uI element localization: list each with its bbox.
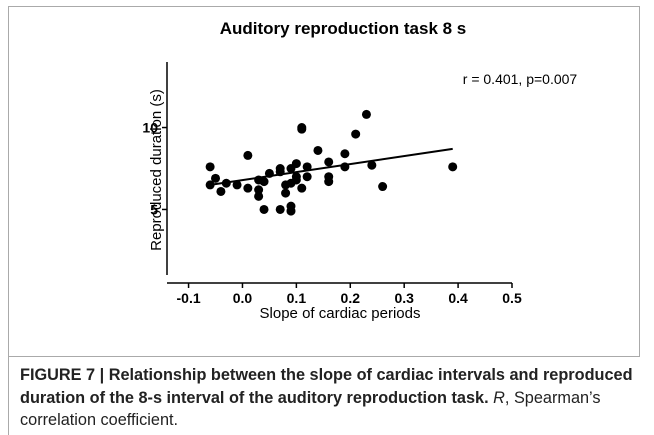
data-point	[291, 175, 301, 185]
data-point	[286, 206, 296, 216]
data-point	[297, 183, 307, 193]
data-point	[275, 167, 285, 177]
data-point	[313, 145, 323, 155]
annotation: r = 0.401, p=0.007	[463, 71, 578, 87]
data-point	[340, 149, 350, 159]
x-tick-label: -0.1	[177, 290, 201, 306]
data-point	[324, 157, 334, 167]
x-tick-label: 0.0	[233, 290, 253, 306]
data-point	[259, 177, 269, 187]
x-axis-label: Slope of cardiac periods	[260, 305, 421, 322]
data-point	[254, 191, 264, 201]
data-point	[378, 182, 388, 192]
y-tick-label: 5	[150, 201, 158, 217]
data-point	[232, 180, 242, 190]
data-point	[221, 178, 231, 188]
trend-line	[209, 147, 453, 186]
x-tick-label: 0.5	[502, 290, 522, 306]
x-tick-label: 0.2	[341, 290, 361, 306]
data-point	[291, 159, 301, 169]
y-axis-label: Reproduced duration (s)	[148, 89, 165, 251]
data-point	[302, 162, 312, 172]
data-point	[243, 183, 253, 193]
data-point	[264, 168, 274, 178]
x-tick-label: 0.3	[394, 290, 414, 306]
data-point	[243, 150, 253, 160]
data-point	[259, 204, 269, 214]
data-point	[361, 109, 371, 119]
data-point	[205, 162, 215, 172]
data-point	[281, 188, 291, 198]
caption-label: FIGURE 7 | Relationship between the slop…	[20, 366, 633, 407]
data-point	[351, 129, 361, 139]
chart-title: Auditory reproduction task 8 s	[220, 19, 467, 38]
x-tick-label: 0.4	[448, 290, 468, 306]
data-point	[211, 173, 221, 183]
data-point	[205, 180, 215, 190]
data-point	[275, 204, 285, 214]
y-tick-label: 10	[142, 120, 158, 136]
caption-text: , Spearman’s correlation coefficient.	[20, 388, 601, 430]
data-point	[297, 124, 307, 134]
data-point	[324, 177, 334, 187]
data-point	[367, 160, 377, 170]
caption: FIGURE 7 | Relationship between the slop…	[20, 364, 642, 432]
caption-italic: R	[493, 388, 505, 407]
data-point	[216, 186, 226, 196]
data-point	[448, 162, 458, 172]
data-point	[340, 162, 350, 172]
x-tick-label: 0.1	[287, 290, 307, 306]
data-point	[254, 185, 264, 195]
data-point	[302, 172, 312, 182]
